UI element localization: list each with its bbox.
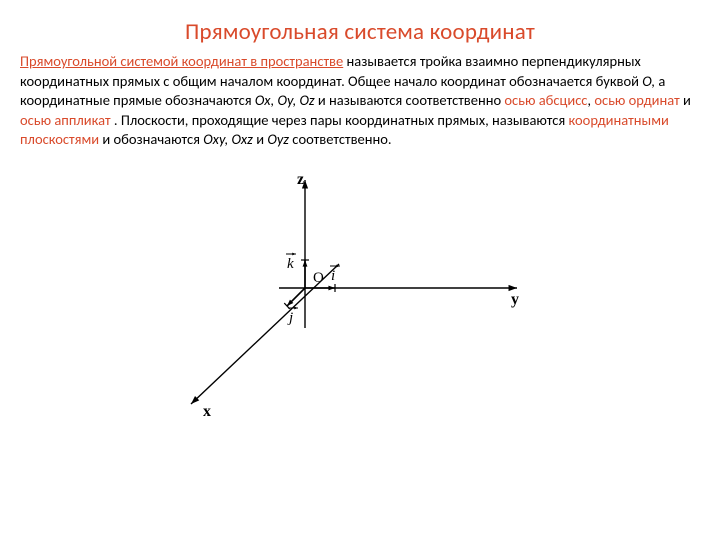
origin-letter: O, (642, 72, 655, 90)
axis-ordinate: осью ординат (594, 91, 679, 109)
svg-text:z: z (297, 171, 304, 188)
txt-5: и обозначаются (99, 130, 203, 148)
txt-3: и называются соответственно (315, 91, 505, 109)
coord-axes-svg: zyxOkij (175, 168, 545, 438)
svg-text:i: i (331, 268, 335, 284)
axes-names: Ox, Oy, Oz (255, 91, 315, 109)
and-2: и (253, 130, 267, 148)
page-title: Прямоугольная система координат (20, 18, 700, 46)
term-coord-system: Прямоугольной системой координат в прост… (20, 52, 343, 70)
svg-text:y: y (511, 291, 519, 308)
definition-paragraph: Прямоугольной системой координат в прост… (20, 52, 700, 150)
svg-text:x: x (203, 403, 211, 420)
coord-system-diagram: zyxOkij (175, 168, 545, 438)
axis-abscissa: осью абсцисс (504, 91, 587, 109)
svg-text:O: O (313, 270, 324, 286)
txt-6: соответственно. (289, 130, 392, 148)
axis-applicate: осью аппликат (20, 111, 111, 129)
plane-oxy-oxz: Oxy, Oxz (203, 130, 253, 148)
txt-4: . Плоскости, проходящие через пары коорд… (111, 111, 569, 129)
svg-text:k: k (287, 256, 294, 272)
and-1: и (680, 91, 691, 109)
plane-oyz: Oyz (267, 130, 289, 148)
